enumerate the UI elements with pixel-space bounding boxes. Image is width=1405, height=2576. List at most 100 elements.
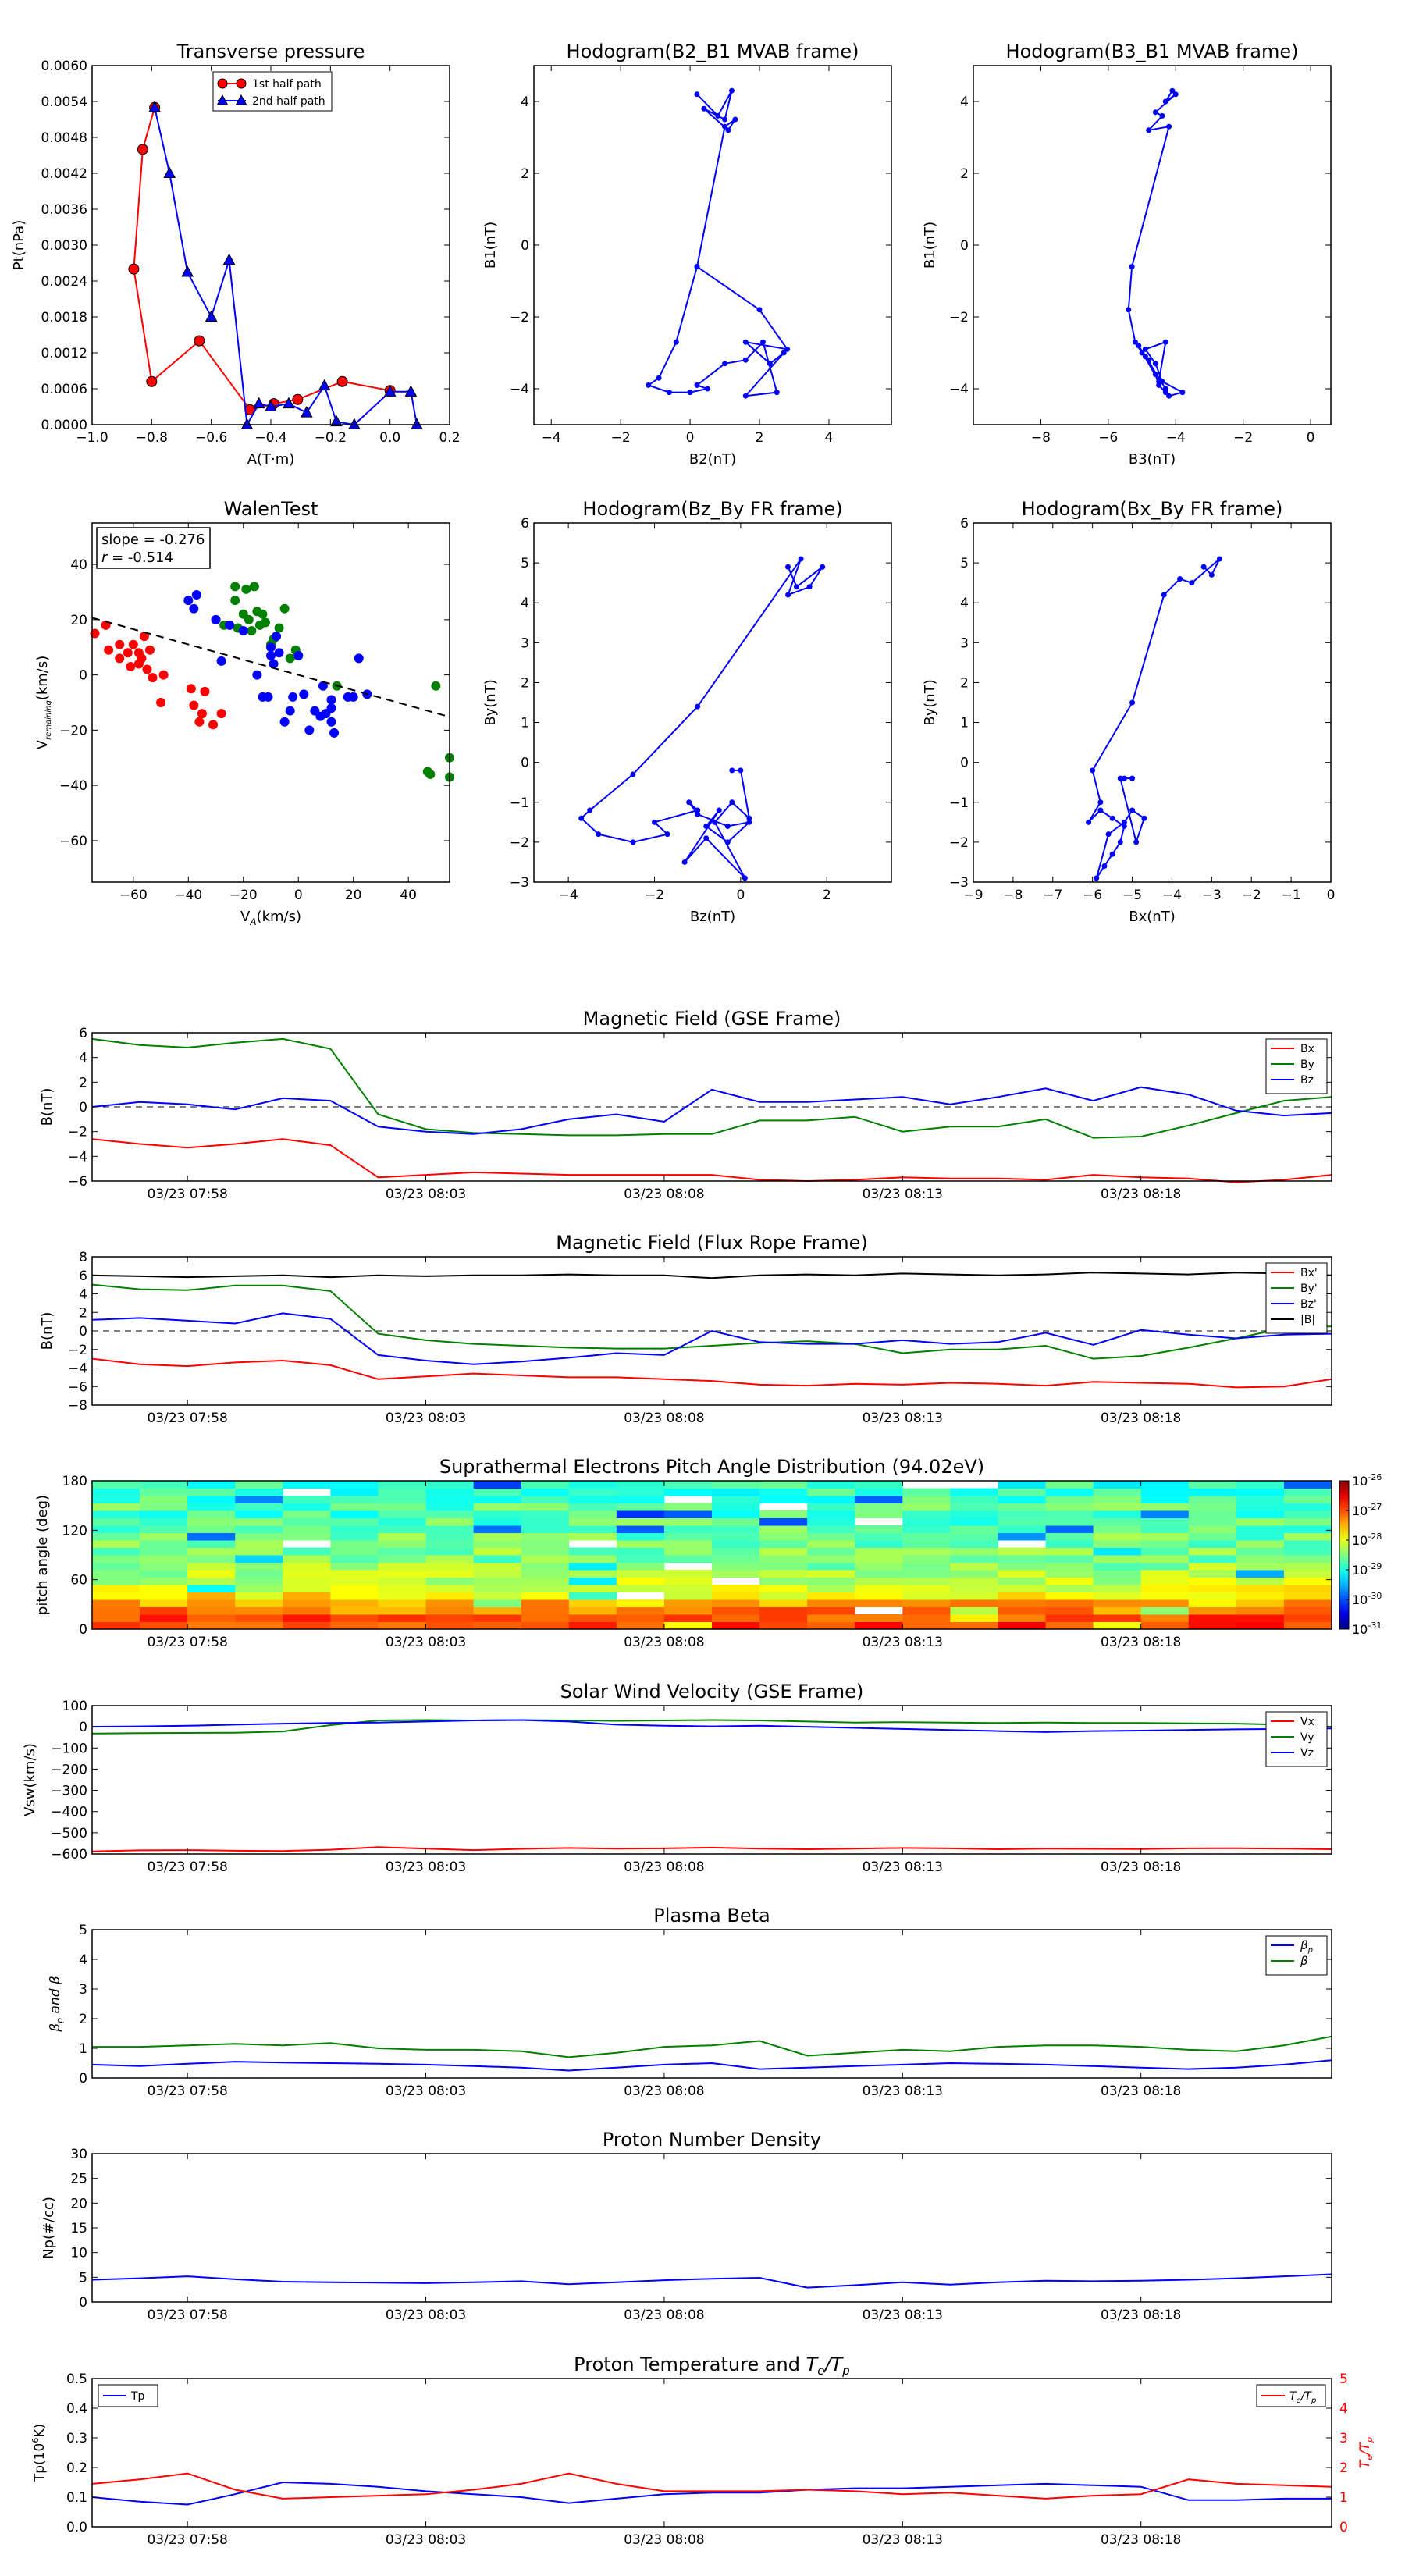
walen-point-group0 <box>123 648 133 658</box>
pad-cell <box>473 1570 522 1578</box>
pad-cell <box>1188 1562 1237 1571</box>
pad-cell <box>473 1510 522 1518</box>
pad-cell <box>902 1532 951 1541</box>
pad-cell <box>92 1547 140 1556</box>
pad-cell <box>1093 1540 1142 1548</box>
pad-cell <box>902 1570 951 1578</box>
pad-cell <box>1236 1547 1285 1556</box>
h_bxby-point <box>1177 576 1183 582</box>
pad-cell <box>998 1510 1047 1518</box>
pt-legend-label: 2nd half path <box>252 95 325 108</box>
pad-cell <box>1045 1517 1094 1526</box>
h_b2b1-xtick-label: 2 <box>756 430 764 446</box>
pt-point-2nd <box>318 379 331 391</box>
bgse-ytick-label: −2 <box>68 1125 87 1140</box>
vsw-ytick-label: 0 <box>79 1720 87 1735</box>
pad-cell <box>950 1525 998 1533</box>
h_bxby-point <box>1117 775 1123 781</box>
pad-cell <box>616 1606 665 1615</box>
pad-cell <box>425 1592 475 1600</box>
pad-cell <box>473 1540 522 1548</box>
pad-cell <box>1188 1547 1237 1556</box>
pad-cell <box>1236 1592 1285 1600</box>
h_bzby-point <box>681 859 688 865</box>
pad-cell <box>521 1562 570 1571</box>
pt-point-2nd <box>240 418 254 429</box>
h_b2b1-ytick-label: 4 <box>521 94 529 110</box>
bfr-title: Magnetic Field (Flux Rope Frame) <box>556 1232 867 1254</box>
pad-cell <box>1283 1532 1332 1541</box>
pad-cell <box>807 1570 855 1578</box>
tp-series-0 <box>91 2481 1332 2506</box>
h_b2b1-point <box>722 361 728 367</box>
vsw-legend-label: Vz <box>1300 1747 1314 1759</box>
pad-cell <box>235 1599 283 1607</box>
pad-cell <box>616 1481 665 1489</box>
h_bxby-xtick-label: −3 <box>1202 888 1222 903</box>
pad-cell <box>140 1496 188 1503</box>
pad-cell <box>1188 1570 1237 1578</box>
walen-point-group2 <box>293 650 304 660</box>
pad-cell <box>712 1614 760 1622</box>
bfr-legend <box>1265 1262 1328 1334</box>
pad-cell <box>759 1592 808 1600</box>
pad-colorbar-label: 10-30 <box>1352 1591 1382 1607</box>
tp-legend-right-mid: /T <box>1300 2390 1313 2403</box>
beta-ylabel-main: β <box>48 2023 63 2033</box>
pad-cell <box>1045 1585 1094 1592</box>
h_bzby-ytick-label: 4 <box>521 596 529 611</box>
pad-cell <box>902 1614 951 1622</box>
pad-cell <box>616 1555 665 1563</box>
pad-cell <box>855 1562 903 1571</box>
pad-cell <box>378 1606 427 1615</box>
bgse-title: Magnetic Field (GSE Frame) <box>583 1008 841 1030</box>
walen-point-group2 <box>326 695 336 705</box>
h_bzby-ytick-label: −3 <box>510 875 529 891</box>
tp-y2label-sub2: p <box>1364 2437 1375 2443</box>
pad-cell <box>1140 1510 1190 1518</box>
pad-cell <box>1045 1599 1094 1607</box>
h_bxby-xtick-label: −9 <box>963 888 983 903</box>
h_b3b1-ytick-label: 2 <box>960 166 969 182</box>
pad-cell <box>902 1547 951 1556</box>
walen-point-group0 <box>104 645 114 655</box>
h_bzby-point <box>587 807 593 813</box>
walen-point-group1 <box>258 609 268 619</box>
pad-cell <box>140 1562 188 1571</box>
walen-point-group0 <box>216 709 226 719</box>
pad-cell <box>807 1496 855 1503</box>
pad-cell <box>1283 1562 1332 1571</box>
pad-cell <box>759 1525 808 1533</box>
bfr-xtick-label: 03/23 07:58 <box>147 1411 227 1426</box>
pad-cell <box>998 1592 1047 1600</box>
beta-ytick-label: 4 <box>79 1952 87 1968</box>
h_b2b1-point <box>694 382 700 388</box>
pad-cell <box>283 1592 331 1600</box>
np-ytick-label: 20 <box>70 2196 87 2211</box>
pad-cell <box>759 1577 808 1585</box>
pad-cell <box>378 1585 427 1592</box>
pad-cell <box>1188 1532 1237 1541</box>
pad-colorbar <box>1339 1480 1350 1630</box>
pad-colorbar-label-exp: -29 <box>1368 1561 1382 1571</box>
pad-cell <box>1283 1525 1332 1533</box>
pad-cell <box>235 1547 283 1556</box>
walen-point-group2 <box>252 670 262 680</box>
h_bzby-point <box>578 815 585 821</box>
pad-cell <box>1140 1621 1190 1630</box>
pad-cell <box>473 1555 522 1563</box>
pad-cell <box>950 1547 998 1556</box>
panel-tp: Proton Temperature and Te/Tp0.00.10.20.3… <box>30 2354 1375 2548</box>
bfr-xtick-label: 03/23 08:08 <box>624 1411 704 1426</box>
h_bxby-point <box>1097 799 1104 806</box>
pad-cell <box>1236 1555 1285 1563</box>
pad-cell <box>998 1488 1047 1496</box>
tp-y2label-sub: e <box>1364 2455 1375 2460</box>
pad-cell <box>473 1547 522 1556</box>
h_bxby-ytick-label: 3 <box>960 635 969 651</box>
np-xtick-label: 03/23 07:58 <box>147 2307 227 2323</box>
pad-cell <box>807 1621 855 1630</box>
pad-cell <box>1283 1592 1332 1600</box>
bgse-legend <box>1265 1038 1328 1094</box>
tp-ytick-label: 0.1 <box>66 2490 87 2506</box>
